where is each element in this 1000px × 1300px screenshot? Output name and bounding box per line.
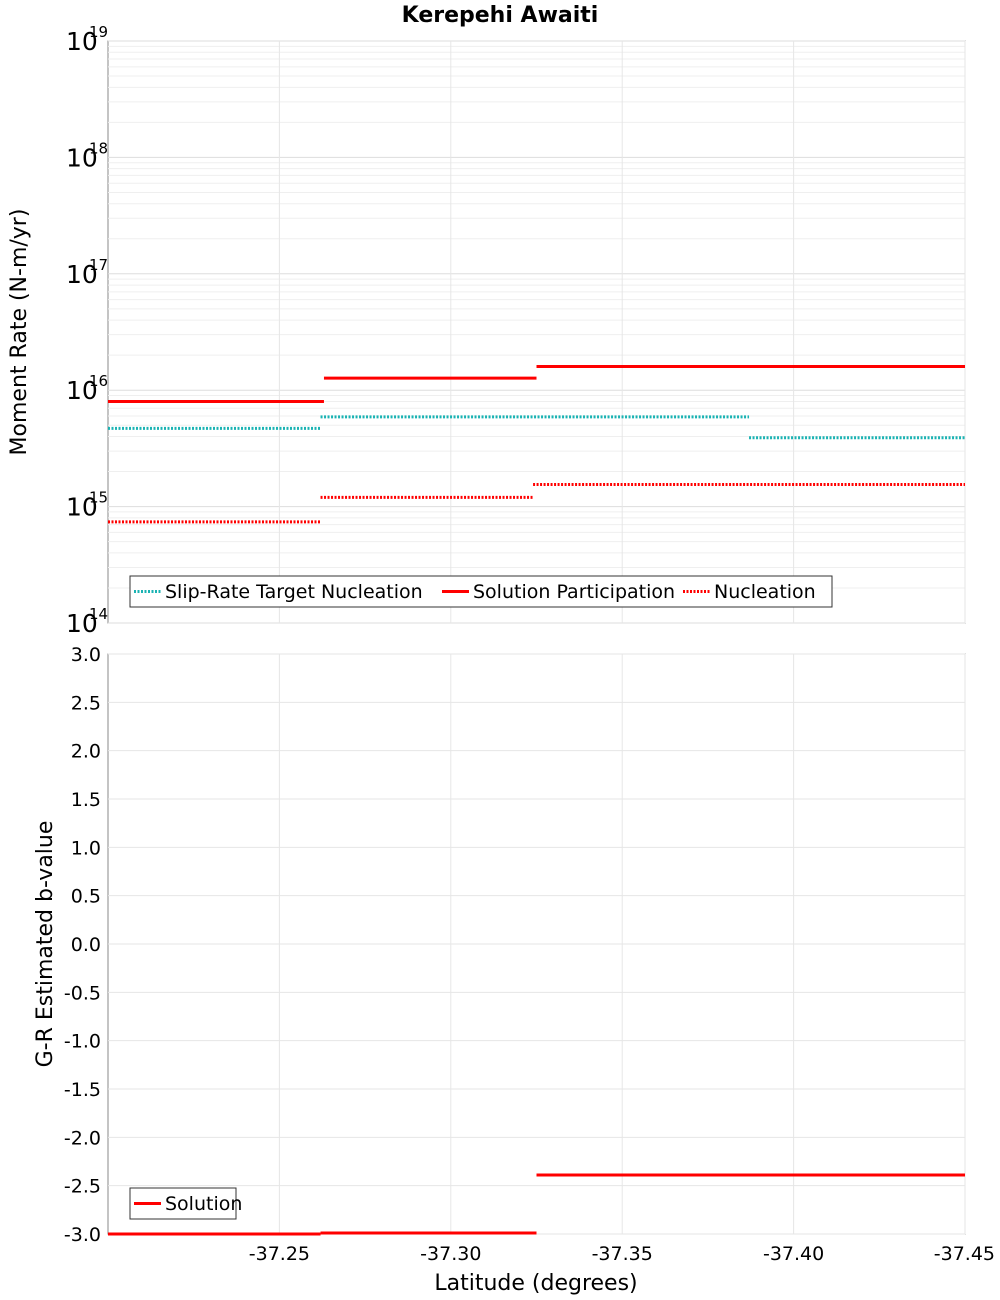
y-tick-label: 1.0 — [71, 837, 101, 859]
y-tick-label: -0.5 — [64, 982, 101, 1004]
y-tick-label-exponent: 18 — [89, 139, 108, 157]
moment-rate-series — [108, 364, 965, 524]
legend-label-slip-rate-target-nucleation: Slip-Rate Target Nucleation — [165, 581, 423, 603]
series-slip-rate-target-nucleation — [108, 415, 965, 440]
y-tick-label-exponent: 15 — [89, 489, 108, 507]
y-tick-label-base: 10 — [66, 143, 98, 172]
b-value-y-axis-label: G-R Estimated b-value — [33, 821, 58, 1068]
x-tick-label: -37.40 — [763, 1243, 824, 1265]
b-value-series — [108, 1173, 965, 1236]
y-tick-label-base: 10 — [66, 27, 98, 56]
latitude-x-ticks: -37.25 -37.30 -37.35 -37.40 -37.45 — [249, 1243, 995, 1265]
b-value-y-ticks: -3.0 -2.5 -2.0 -1.5 -1.0 -0.5 0.0 0.5 1.0 1.5 2.0 2… — [64, 644, 101, 1246]
y-tick-label-base: 10 — [66, 260, 98, 289]
legend-label-solution: Solution — [165, 1193, 242, 1215]
y-tick-label-base: 10 — [66, 493, 98, 522]
y-tick-label: 0.0 — [71, 934, 101, 956]
series-solution-participation — [108, 364, 965, 403]
y-tick-label-exponent: 14 — [89, 605, 108, 623]
y-tick-label: -1.5 — [64, 1079, 101, 1101]
legend-label-solution-participation: Solution Participation — [473, 581, 675, 603]
chart-title: Kerepehi Awaiti — [402, 3, 599, 28]
y-tick-label: -3.0 — [64, 1224, 101, 1246]
y-tick-label-base: 10 — [66, 376, 98, 405]
series-nucleation — [108, 482, 965, 524]
y-tick-label-exponent: 16 — [89, 372, 108, 390]
y-tick-label: -2.5 — [64, 1176, 101, 1198]
x-tick-label: -37.25 — [249, 1243, 310, 1265]
y-tick-label: 2.0 — [71, 741, 101, 763]
x-axis-label: Latitude (degrees) — [434, 1271, 637, 1296]
b-value-panel: -3.0 -2.5 -2.0 -1.5 -1.0 -0.5 0.0 0.5 1.0 1.5 2.0 2… — [33, 644, 995, 1296]
y-tick-label-exponent: 17 — [89, 256, 108, 274]
moment-rate-gridlines — [108, 40, 966, 624]
x-tick-label: -37.30 — [420, 1243, 481, 1265]
b-value-legend: Solution — [129, 1187, 242, 1220]
y-tick-label-exponent: 19 — [89, 23, 108, 41]
y-tick-label: -2.0 — [64, 1127, 101, 1149]
legend-box — [129, 575, 833, 608]
y-tick-label-base: 10 — [66, 609, 98, 638]
y-tick-label: 0.5 — [71, 886, 101, 908]
moment-rate-y-axis-label: Moment Rate (N-m/yr) — [7, 209, 32, 456]
y-tick-label: 1.5 — [71, 789, 101, 811]
moment-rate-plot-area — [107, 40, 966, 624]
y-tick-label: -1.0 — [64, 1031, 101, 1053]
y-tick-label: 2.5 — [71, 692, 101, 714]
y-tick-label: 3.0 — [71, 644, 101, 666]
x-tick-label: -37.45 — [934, 1243, 995, 1265]
legend-label-nucleation: Nucleation — [714, 581, 816, 603]
series-solution — [108, 1173, 965, 1236]
x-tick-label: -37.35 — [592, 1243, 653, 1265]
moment-rate-legend: Slip-Rate Target Nucleation Solution Part… — [129, 575, 833, 608]
